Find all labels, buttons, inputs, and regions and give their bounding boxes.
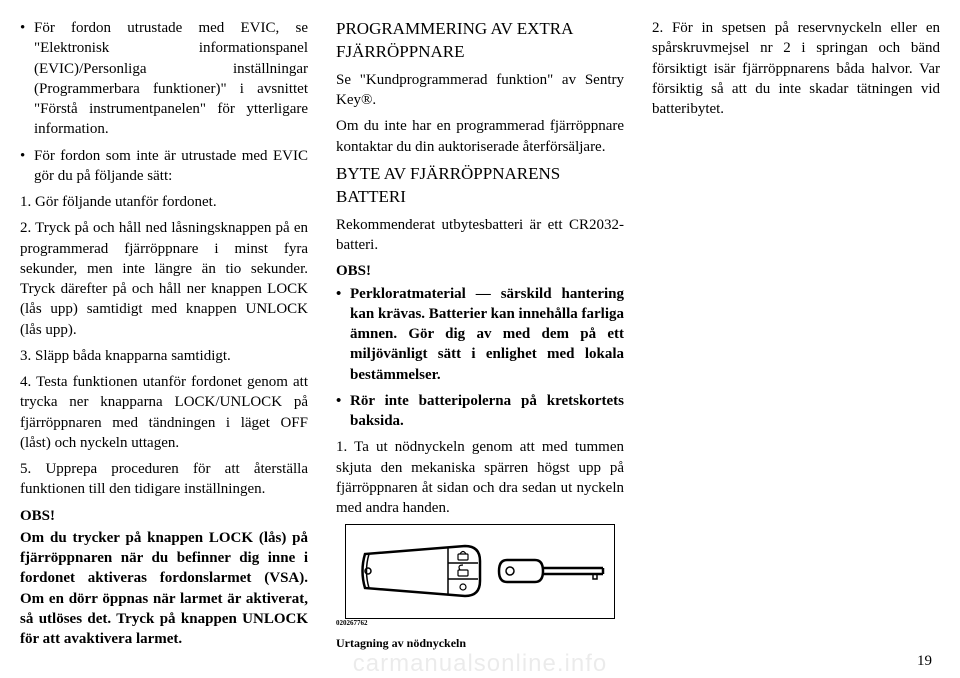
paragraph: Rekommenderat utbytesbatteri är ett CR20… — [336, 215, 624, 256]
keyfob-figure: 020267762 — [336, 524, 624, 628]
heading-byte: BYTE AV FJÄRRÖPPNARENS BATTERI — [336, 163, 624, 209]
list-item: Rör inte batteripolerna på kretskortets … — [336, 391, 624, 432]
paragraph: Se "Kundprogrammerad funktion" av Sentry… — [336, 70, 624, 111]
keyfob-icon — [345, 524, 615, 619]
list-item: För fordon utrustade med EVIC, se "Elekt… — [20, 18, 308, 140]
paragraph: 2. Tryck på och håll ned låsningsknappen… — [20, 218, 308, 340]
page-content: För fordon utrustade med EVIC, se "Elekt… — [0, 0, 960, 666]
page-number: 19 — [917, 653, 932, 670]
col3-bullets: Rör inte batteripolerna på kretskortets … — [336, 391, 624, 432]
col2-obs-bullets: Perkloratmaterial — särskild hantering k… — [336, 284, 624, 385]
paragraph: 3. Släpp båda knapparna samtidigt. — [20, 346, 308, 366]
paragraph: 1. Ta ut nödnyckeln genom att med tummen… — [336, 437, 624, 518]
list-item: För fordon som inte är utrustade med EVI… — [20, 146, 308, 187]
figure-id: 020267762 — [336, 619, 624, 628]
paragraph: 2. För in spetsen på reservnyckeln eller… — [652, 18, 940, 119]
figure-caption: Urtagning av nödnyckeln — [336, 635, 624, 651]
col1-bullet-list: För fordon utrustade med EVIC, se "Elekt… — [20, 18, 308, 186]
obs-text: Om du trycker på knappen LOCK (lås) på f… — [20, 528, 308, 650]
obs-label: OBS! — [336, 261, 624, 281]
list-item: Perkloratmaterial — särskild hantering k… — [336, 284, 624, 385]
paragraph: 4. Testa funktionen utanför fordonet gen… — [20, 372, 308, 453]
paragraph: Om du inte har en programmerad fjärröppn… — [336, 116, 624, 157]
paragraph: 1. Gör följande utanför fordonet. — [20, 192, 308, 212]
obs-label: OBS! — [20, 506, 308, 526]
paragraph: 5. Upprepa proceduren för att återställa… — [20, 459, 308, 500]
heading-programmering: PROGRAMMERING AV EXTRA FJÄRRÖPPNARE — [336, 18, 624, 64]
